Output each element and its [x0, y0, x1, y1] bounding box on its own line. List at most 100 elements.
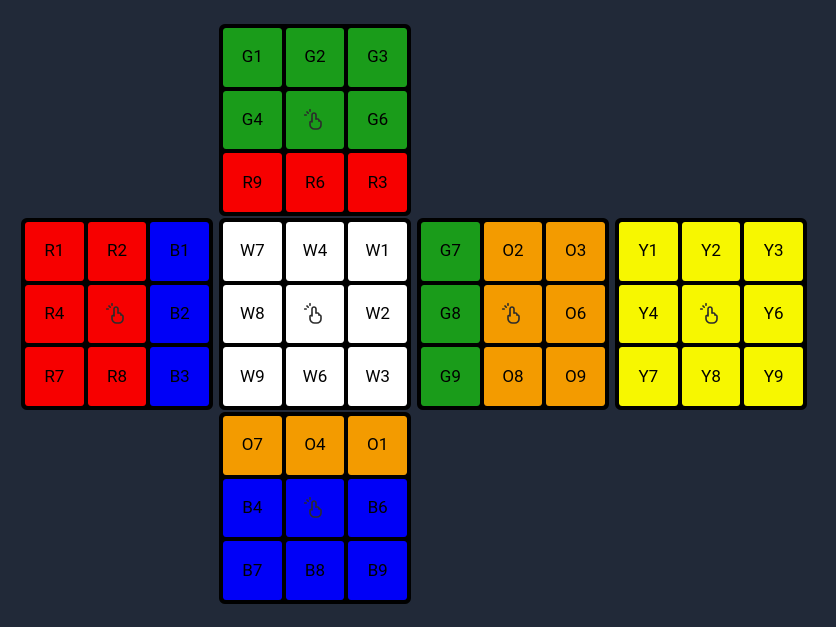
cell-W1[interactable]: W1: [348, 222, 407, 281]
face-front: W7 W4 W1 W8 W2 W9 W6 W3: [219, 218, 411, 410]
cell-B4[interactable]: B4: [223, 479, 282, 538]
cell-Y6[interactable]: Y6: [744, 285, 803, 344]
cell-G7[interactable]: G7: [421, 222, 480, 281]
cell-W4[interactable]: W4: [286, 222, 345, 281]
cell-label: O3: [565, 241, 586, 261]
tap-icon: [105, 302, 129, 326]
face-left-center[interactable]: [88, 285, 147, 344]
tap-icon: [699, 302, 723, 326]
cell-B9[interactable]: B9: [348, 541, 407, 600]
cell-O3[interactable]: O3: [546, 222, 605, 281]
cell-O4[interactable]: O4: [286, 416, 345, 475]
cell-O1[interactable]: O1: [348, 416, 407, 475]
cell-G4[interactable]: G4: [223, 91, 282, 150]
cell-R9[interactable]: R9: [223, 153, 282, 212]
cell-W2[interactable]: W2: [348, 285, 407, 344]
cell-R8[interactable]: R8: [88, 347, 147, 406]
cell-O2[interactable]: O2: [484, 222, 543, 281]
cell-G1[interactable]: G1: [223, 28, 282, 87]
cell-Y1[interactable]: Y1: [619, 222, 678, 281]
cell-R7[interactable]: R7: [25, 347, 84, 406]
cell-Y8[interactable]: Y8: [682, 347, 741, 406]
cell-label: Y1: [638, 241, 658, 261]
cell-label: W4: [303, 241, 328, 261]
cell-label: B3: [170, 367, 190, 387]
cell-label: O8: [502, 367, 523, 387]
cell-label: O7: [242, 435, 263, 455]
cell-label: O2: [502, 241, 523, 261]
cell-label: R3: [368, 173, 388, 193]
cell-R1[interactable]: R1: [25, 222, 84, 281]
cell-B2[interactable]: B2: [150, 285, 209, 344]
face-back-center[interactable]: [682, 285, 741, 344]
cell-label: B2: [170, 304, 190, 324]
face-down-center[interactable]: [286, 479, 345, 538]
cell-label: G4: [242, 110, 263, 130]
cell-G2[interactable]: G2: [286, 28, 345, 87]
cell-B8[interactable]: B8: [286, 541, 345, 600]
cell-label: G2: [304, 47, 325, 67]
cell-B6[interactable]: B6: [348, 479, 407, 538]
cell-label: G8: [440, 304, 461, 324]
cell-label: W8: [240, 304, 265, 324]
tap-icon: [303, 496, 327, 520]
face-right-center[interactable]: [484, 285, 543, 344]
cell-W7[interactable]: W7: [223, 222, 282, 281]
cell-label: W2: [365, 304, 390, 324]
face-back: Y1 Y2 Y3 Y4 Y6 Y7 Y8 Y9: [615, 218, 807, 410]
cell-R2[interactable]: R2: [88, 222, 147, 281]
cell-B7[interactable]: B7: [223, 541, 282, 600]
cell-Y7[interactable]: Y7: [619, 347, 678, 406]
cell-label: B4: [242, 498, 262, 518]
cell-B1[interactable]: B1: [150, 222, 209, 281]
tap-icon: [303, 108, 327, 132]
cell-label: O4: [304, 435, 325, 455]
cell-O8[interactable]: O8: [484, 347, 543, 406]
cell-Y3[interactable]: Y3: [744, 222, 803, 281]
cell-O7[interactable]: O7: [223, 416, 282, 475]
cell-R4[interactable]: R4: [25, 285, 84, 344]
face-front-center[interactable]: [286, 285, 345, 344]
cell-label: Y6: [764, 304, 784, 324]
cell-R6[interactable]: R6: [286, 153, 345, 212]
cell-label: W3: [365, 367, 390, 387]
cell-label: B9: [368, 561, 388, 581]
cell-W8[interactable]: W8: [223, 285, 282, 344]
cell-label: Y4: [638, 304, 658, 324]
cell-B3[interactable]: B3: [150, 347, 209, 406]
face-down: O7 O4 O1 B4 B6 B7 B8 B9: [219, 412, 411, 604]
cell-label: G7: [440, 241, 461, 261]
cell-label: G3: [367, 47, 388, 67]
cube-net-canvas: G1 G2 G3 G4 G6 R9 R6 R3 R1 R2 B1 R4 B2 R7 R8 B3 W7 W4 W1…: [0, 0, 836, 627]
face-up-center[interactable]: [286, 91, 345, 150]
cell-G8[interactable]: G8: [421, 285, 480, 344]
cell-label: B8: [305, 561, 325, 581]
face-up: G1 G2 G3 G4 G6 R9 R6 R3: [219, 24, 411, 216]
cell-label: W9: [240, 367, 265, 387]
cell-Y9[interactable]: Y9: [744, 347, 803, 406]
cell-R3[interactable]: R3: [348, 153, 407, 212]
cell-label: R9: [242, 173, 262, 193]
cell-label: Y7: [638, 367, 658, 387]
cell-label: G9: [440, 367, 461, 387]
cell-O9[interactable]: O9: [546, 347, 605, 406]
tap-icon: [501, 302, 525, 326]
cell-Y4[interactable]: Y4: [619, 285, 678, 344]
cell-label: Y2: [701, 241, 721, 261]
cell-G9[interactable]: G9: [421, 347, 480, 406]
cell-O6[interactable]: O6: [546, 285, 605, 344]
cell-W3[interactable]: W3: [348, 347, 407, 406]
cell-label: R4: [44, 304, 64, 324]
cell-label: B1: [170, 241, 190, 261]
cell-label: R1: [44, 241, 64, 261]
cell-label: G1: [242, 47, 263, 67]
cell-label: O9: [565, 367, 586, 387]
cell-W6[interactable]: W6: [286, 347, 345, 406]
cell-label: Y8: [701, 367, 721, 387]
cell-G6[interactable]: G6: [348, 91, 407, 150]
cell-G3[interactable]: G3: [348, 28, 407, 87]
cell-label: R8: [107, 367, 127, 387]
cell-label: O1: [367, 435, 388, 455]
cell-W9[interactable]: W9: [223, 347, 282, 406]
cell-Y2[interactable]: Y2: [682, 222, 741, 281]
